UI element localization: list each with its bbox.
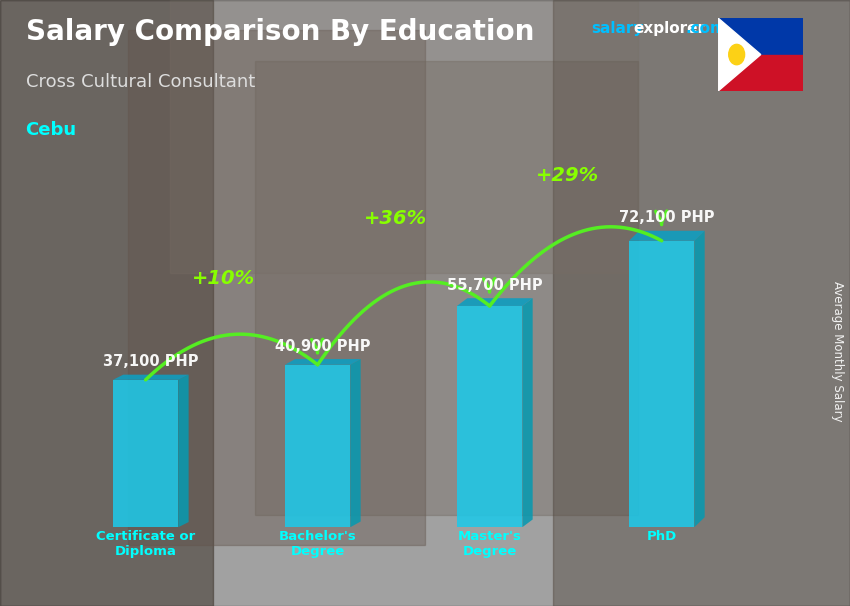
Polygon shape <box>457 298 533 306</box>
Text: +29%: +29% <box>536 165 598 185</box>
Bar <box>718 55 803 91</box>
Circle shape <box>728 44 745 65</box>
Bar <box>457 306 523 527</box>
Polygon shape <box>178 375 189 527</box>
Bar <box>128 30 425 545</box>
Bar <box>629 241 694 527</box>
Text: Master's
Degree: Master's Degree <box>457 530 522 558</box>
Text: Cebu: Cebu <box>26 121 76 139</box>
Text: Cross Cultural Consultant: Cross Cultural Consultant <box>26 73 255 91</box>
Bar <box>170 0 638 273</box>
Text: salary: salary <box>591 21 643 36</box>
Polygon shape <box>523 298 533 527</box>
Text: Average Monthly Salary: Average Monthly Salary <box>830 281 844 422</box>
Text: +10%: +10% <box>191 269 255 288</box>
Text: 37,100 PHP: 37,100 PHP <box>103 355 199 369</box>
Text: Bachelor's
Degree: Bachelor's Degree <box>279 530 356 558</box>
Text: 55,700 PHP: 55,700 PHP <box>447 278 542 293</box>
Polygon shape <box>113 375 189 380</box>
Text: explorer: explorer <box>633 21 706 36</box>
Bar <box>552 0 850 606</box>
Text: 40,900 PHP: 40,900 PHP <box>275 339 371 354</box>
Bar <box>285 365 350 527</box>
Bar <box>113 380 178 527</box>
Text: .com: .com <box>686 21 727 36</box>
Bar <box>718 18 803 55</box>
Text: Certificate or
Diploma: Certificate or Diploma <box>96 530 196 558</box>
Polygon shape <box>718 18 761 91</box>
Text: PhD: PhD <box>647 530 677 543</box>
Polygon shape <box>694 231 705 527</box>
Polygon shape <box>285 359 360 365</box>
Text: 72,100 PHP: 72,100 PHP <box>619 210 715 225</box>
Polygon shape <box>629 231 705 241</box>
Bar <box>0 0 212 606</box>
Bar <box>255 61 638 515</box>
Text: Salary Comparison By Education: Salary Comparison By Education <box>26 18 534 46</box>
Polygon shape <box>350 359 360 527</box>
Text: +36%: +36% <box>364 209 427 228</box>
